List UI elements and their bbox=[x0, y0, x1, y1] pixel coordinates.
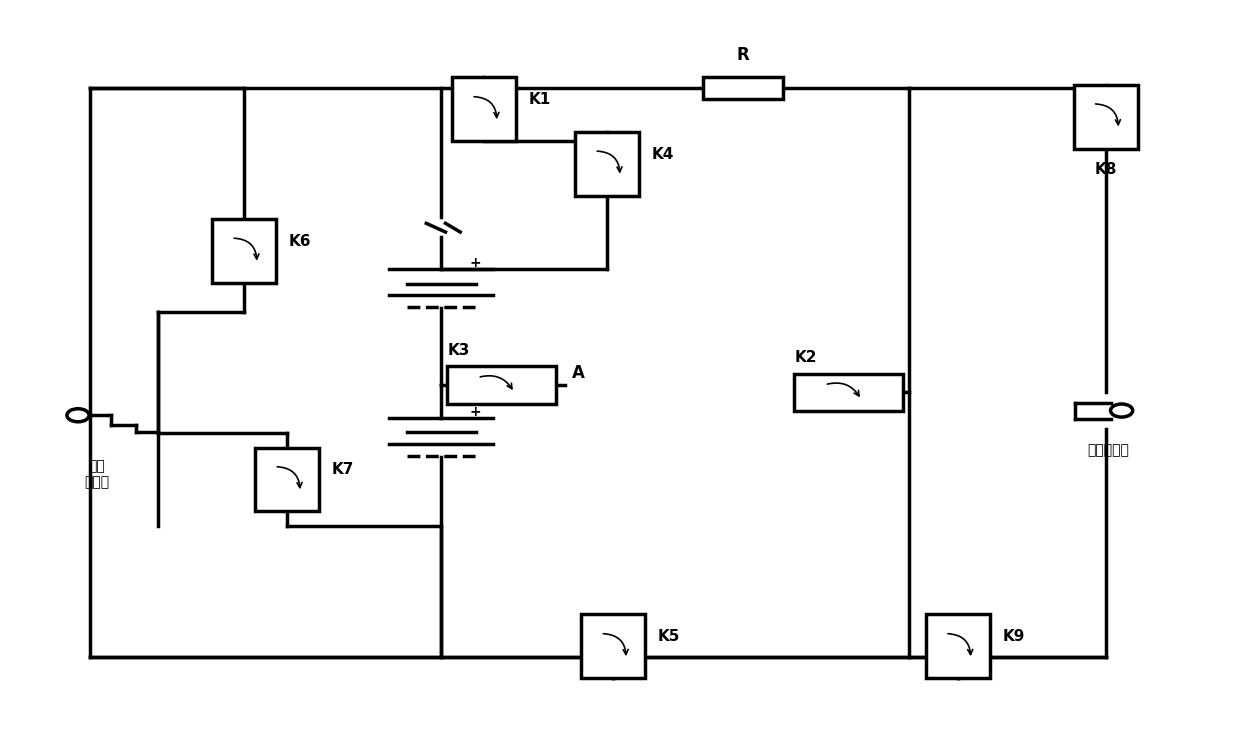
FancyArrowPatch shape bbox=[948, 633, 973, 655]
FancyArrowPatch shape bbox=[278, 467, 302, 487]
FancyArrowPatch shape bbox=[481, 376, 512, 389]
Text: R: R bbox=[736, 46, 748, 64]
FancyArrowPatch shape bbox=[234, 239, 259, 259]
Text: +: + bbox=[470, 256, 481, 270]
Circle shape bbox=[1110, 404, 1132, 417]
Text: K3: K3 bbox=[447, 343, 470, 357]
Text: K6: K6 bbox=[289, 234, 311, 249]
Text: K9: K9 bbox=[1002, 629, 1025, 644]
FancyArrowPatch shape bbox=[828, 383, 859, 396]
Bar bbox=[575, 132, 639, 196]
Text: 快充接插件: 快充接插件 bbox=[1087, 443, 1129, 457]
FancyArrowPatch shape bbox=[597, 151, 622, 172]
Text: K4: K4 bbox=[652, 147, 674, 161]
Bar bbox=[447, 366, 555, 404]
FancyArrowPatch shape bbox=[1095, 104, 1120, 125]
Bar bbox=[581, 614, 646, 678]
Text: K5: K5 bbox=[658, 629, 680, 644]
Circle shape bbox=[67, 409, 89, 422]
Bar bbox=[794, 374, 902, 411]
Bar bbox=[212, 219, 276, 283]
Bar bbox=[255, 448, 320, 512]
Bar bbox=[1074, 84, 1137, 148]
Bar bbox=[703, 77, 783, 98]
Text: K1: K1 bbox=[528, 92, 550, 107]
FancyArrowPatch shape bbox=[475, 97, 499, 117]
Text: K2: K2 bbox=[794, 350, 817, 365]
Text: A: A bbox=[571, 363, 585, 382]
Text: K8: K8 bbox=[1094, 161, 1116, 177]
Bar bbox=[452, 78, 517, 142]
Bar bbox=[926, 614, 990, 678]
Text: K7: K7 bbox=[332, 462, 354, 477]
Text: +: + bbox=[470, 405, 481, 419]
Text: 驱动
接插件: 驱动 接插件 bbox=[84, 459, 109, 489]
FancyArrowPatch shape bbox=[603, 633, 628, 655]
